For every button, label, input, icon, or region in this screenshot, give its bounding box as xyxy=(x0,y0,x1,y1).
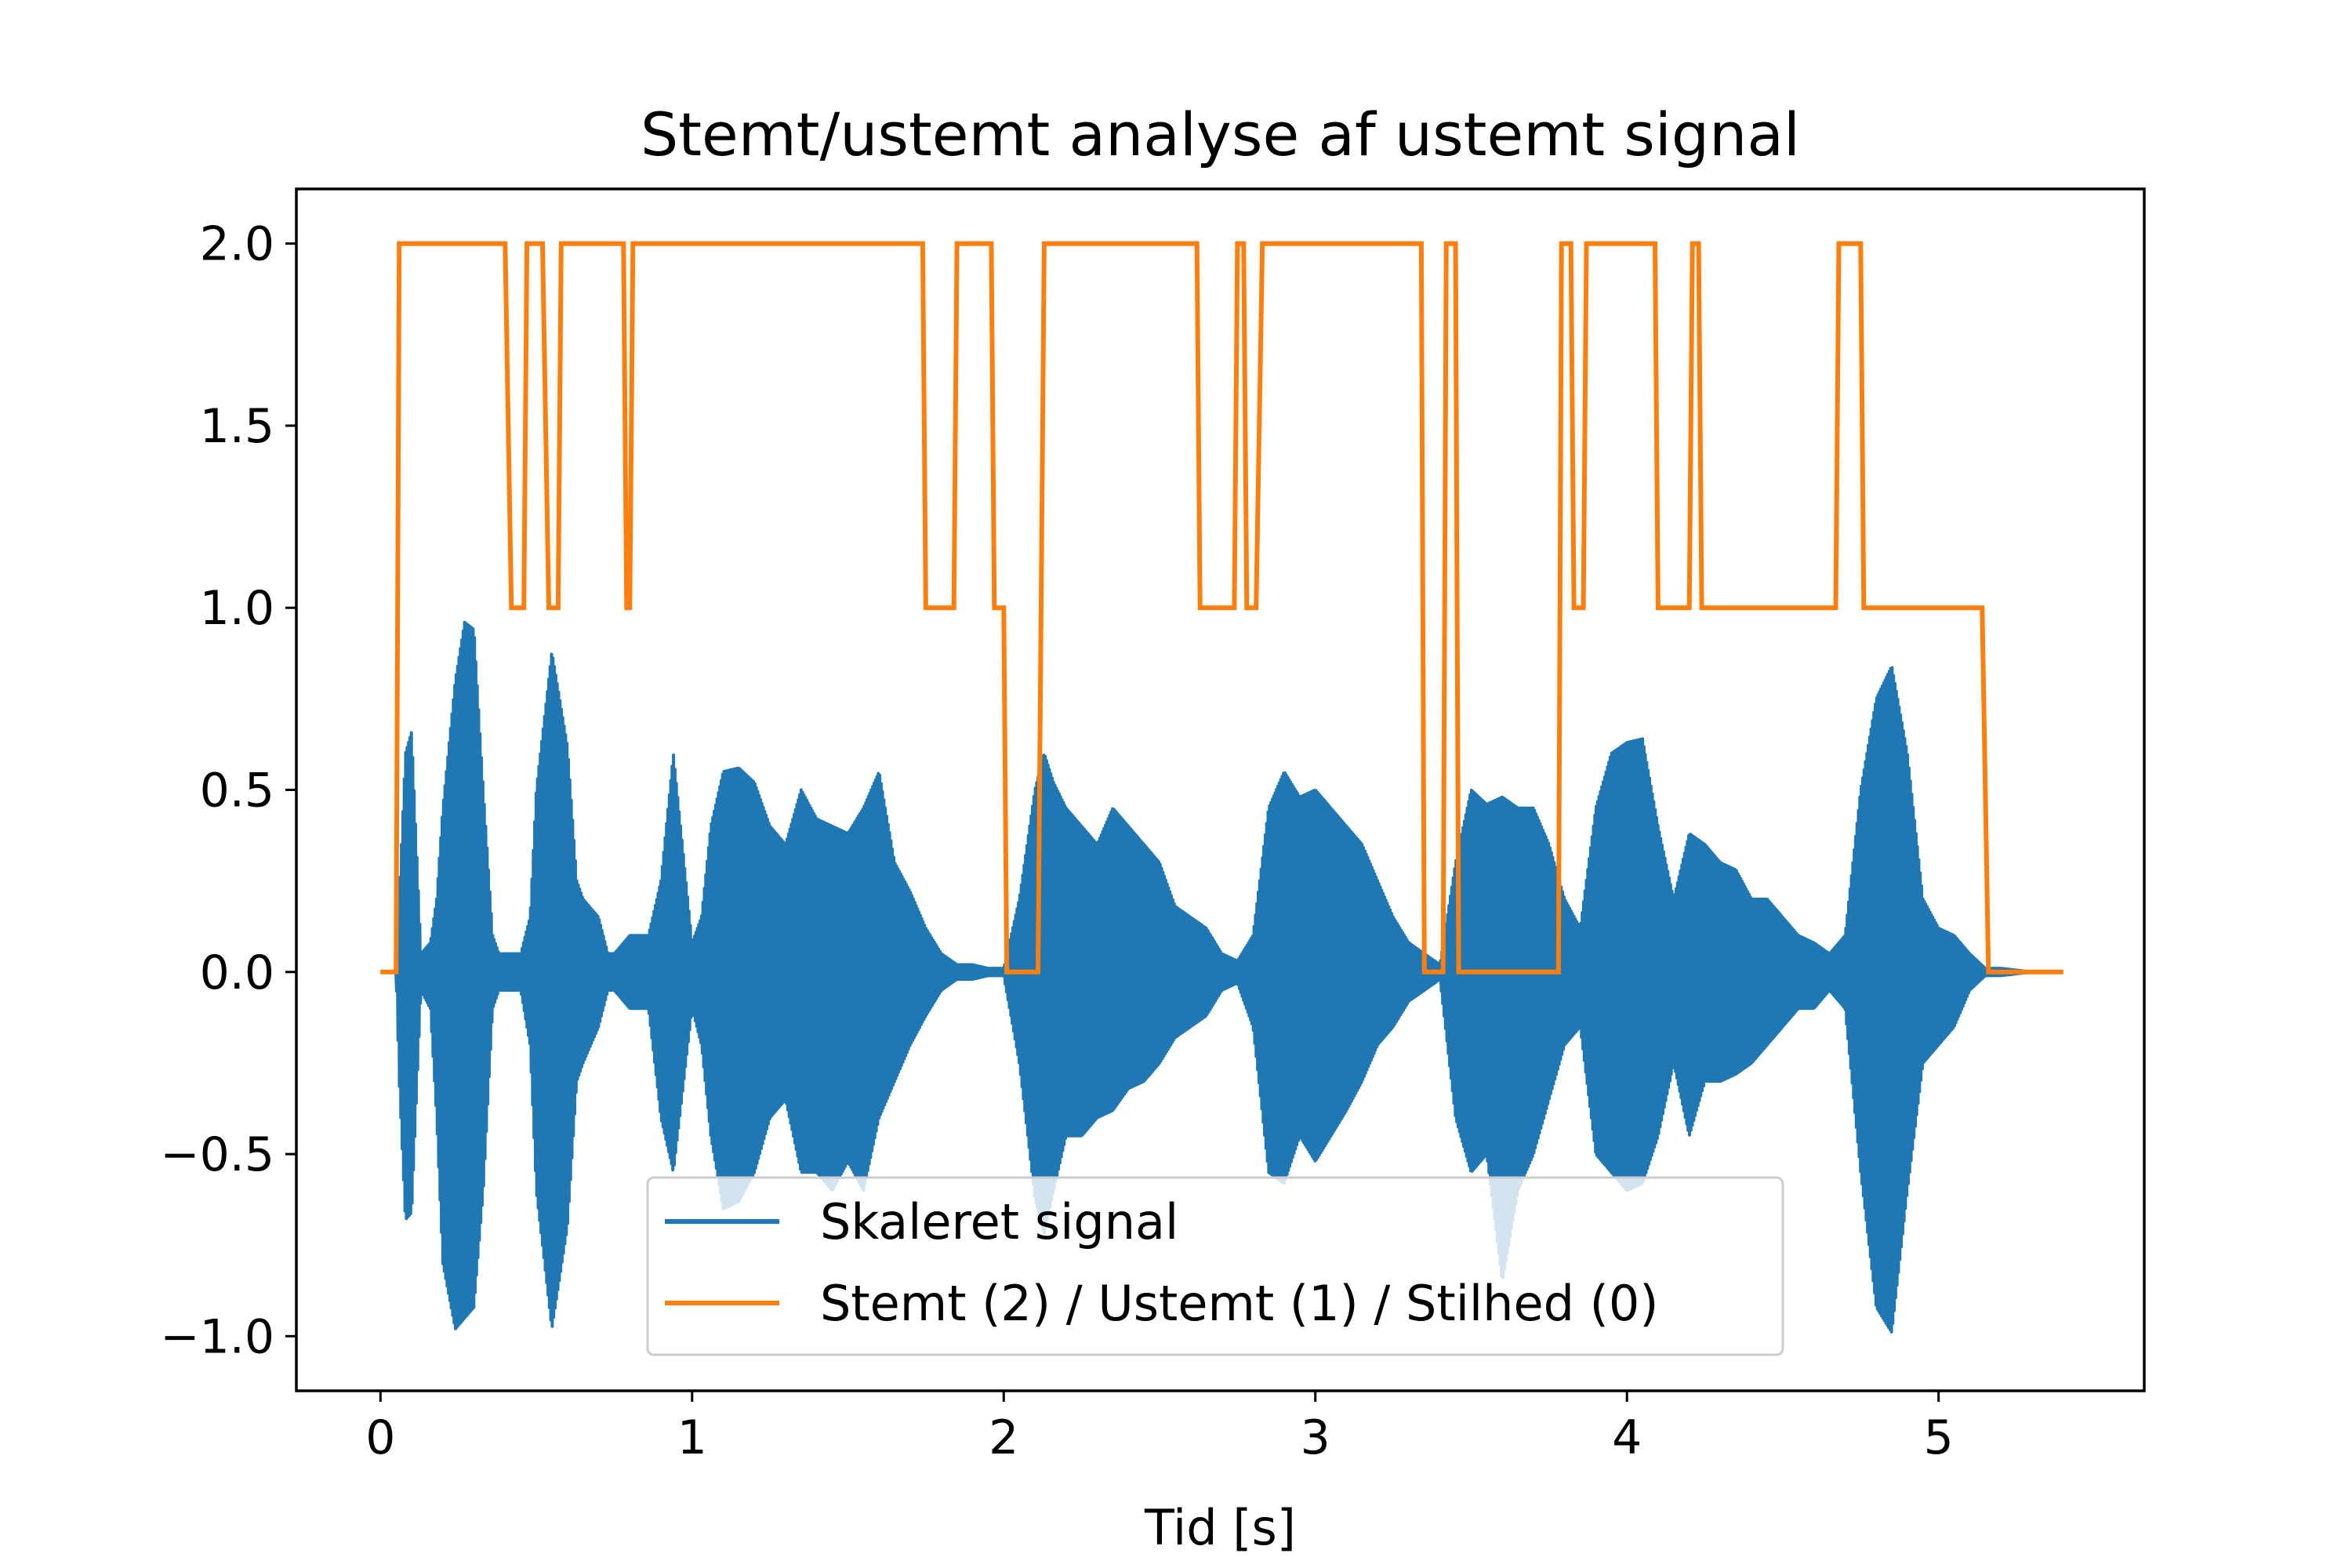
x-axis-label: Tid [s] xyxy=(1144,1499,1296,1556)
series-signal-line xyxy=(379,620,2064,1334)
y-tick-label: 0.5 xyxy=(200,764,274,818)
legend-box xyxy=(646,1176,1784,1356)
legend: Skaleret signal Stemt (2) / Ustemt (1) /… xyxy=(646,1176,1784,1356)
legend-label-signal: Skaleret signal xyxy=(820,1193,1178,1250)
ticks-layer: 0 1 2 3 4 5 −1.0 −0.5 0.0 0.5 1.0 1.5 2.0 xyxy=(160,217,1953,1465)
y-tick-label: 0.0 xyxy=(200,946,274,1000)
y-tick-label: −1.0 xyxy=(160,1309,274,1364)
y-tick-label: −0.5 xyxy=(160,1127,274,1182)
x-tick-label: 3 xyxy=(1301,1410,1330,1465)
chart-title: Stemt/ustemt analyse af ustemt signal xyxy=(641,100,1800,169)
x-tick-label: 0 xyxy=(365,1410,395,1465)
y-tick-label: 1.5 xyxy=(200,399,274,454)
x-tick-label: 2 xyxy=(989,1410,1018,1465)
y-tick-label: 1.0 xyxy=(200,581,274,636)
series-layer xyxy=(379,241,2064,1334)
series-voicing-line xyxy=(380,241,2063,975)
x-tick-label: 5 xyxy=(1924,1410,1954,1465)
legend-label-voicing: Stemt (2) / Ustemt (1) / Stilhed (0) xyxy=(820,1275,1658,1332)
x-tick-label: 1 xyxy=(677,1410,707,1465)
x-tick-label: 4 xyxy=(1612,1410,1642,1465)
y-tick-label: 2.0 xyxy=(200,217,274,272)
